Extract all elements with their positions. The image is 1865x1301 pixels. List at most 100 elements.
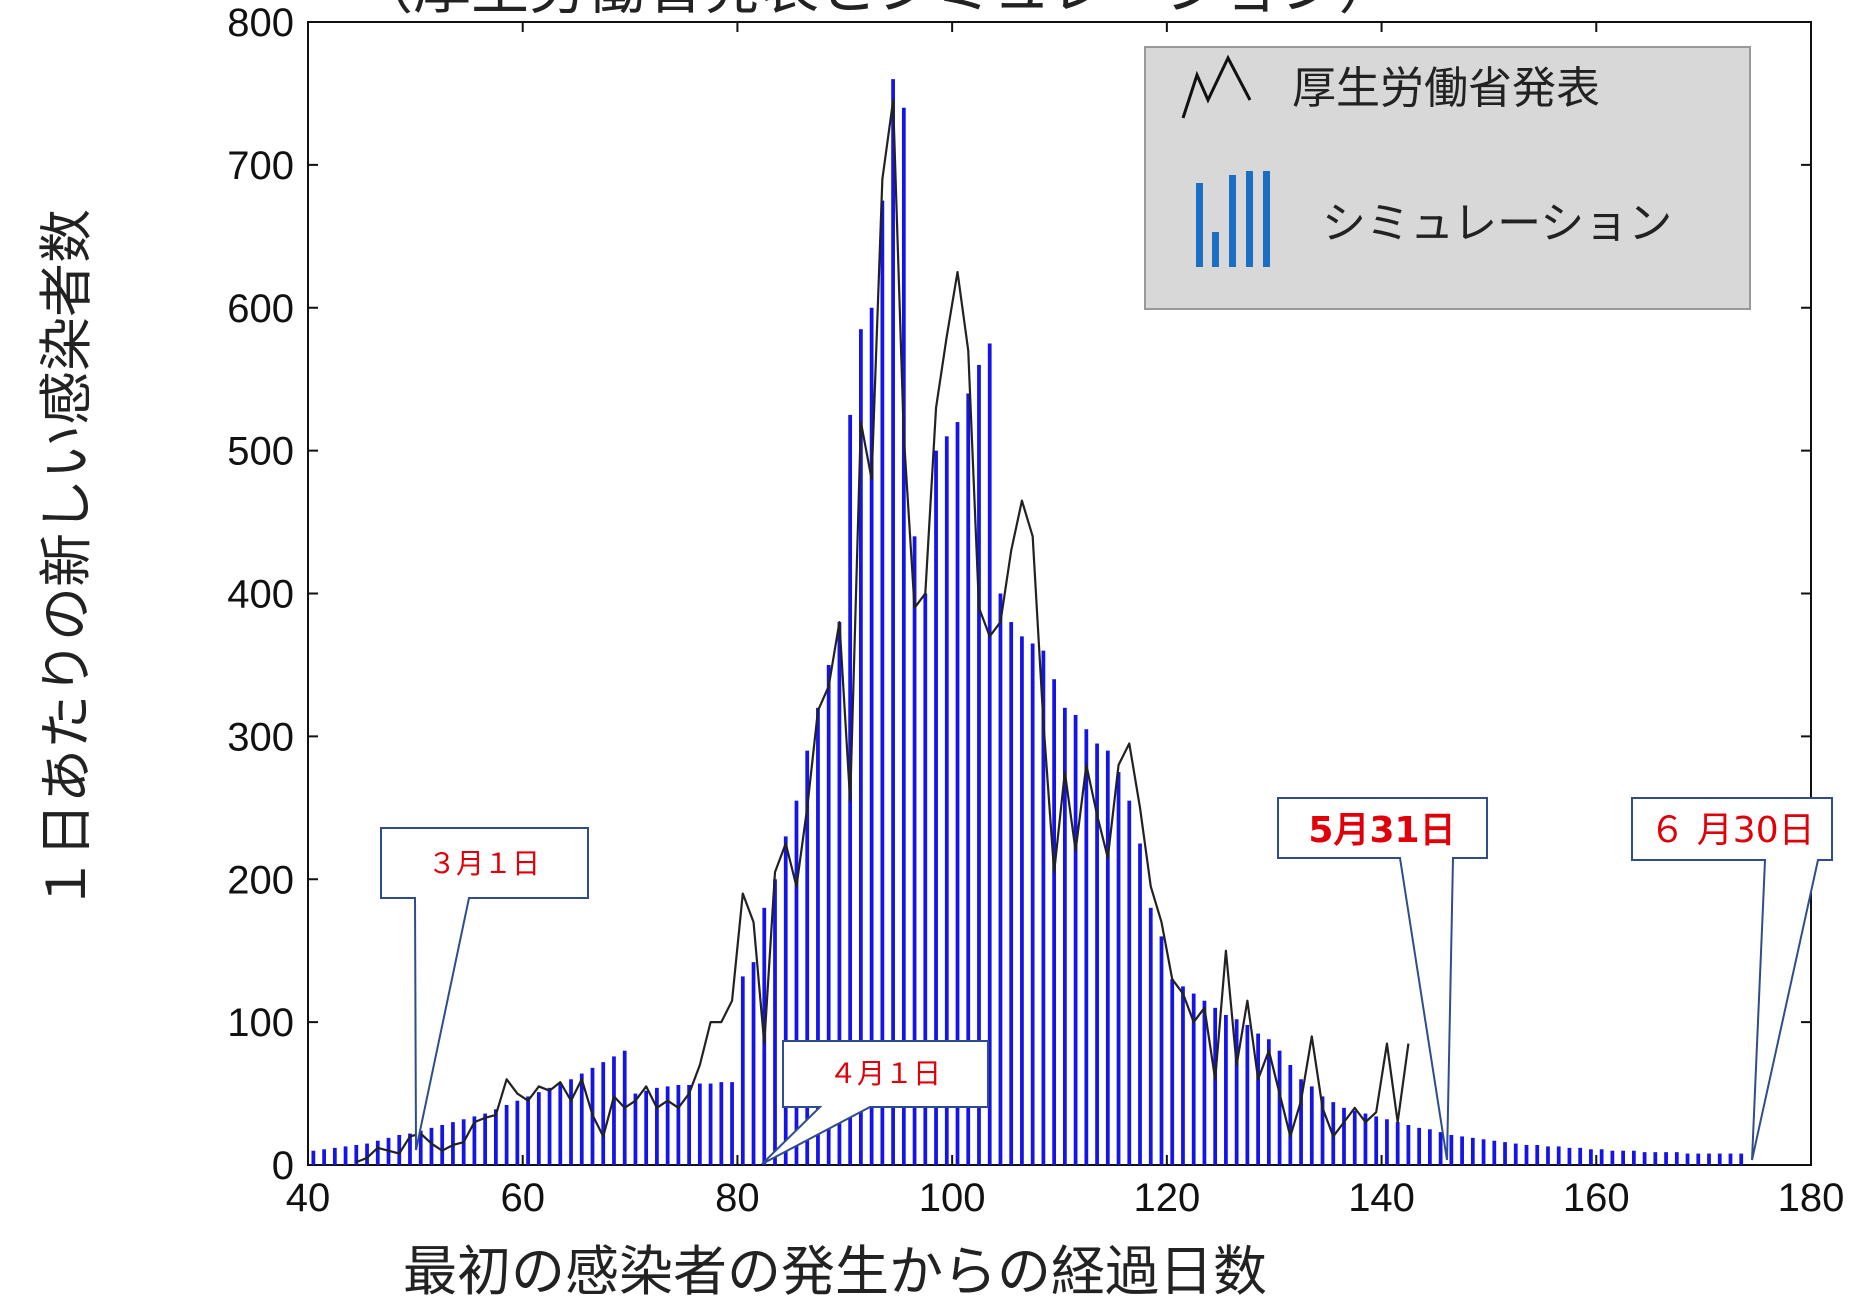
simulation-bar [1674, 1152, 1679, 1165]
legend-bars-marker [1196, 171, 1270, 267]
callout-apr1-shape [761, 1040, 989, 1165]
simulation-bar [1589, 1149, 1593, 1165]
simulation-bar [493, 1109, 498, 1165]
simulation-bar [526, 1096, 530, 1165]
simulation-bar [1213, 1007, 1218, 1165]
simulation-bar [1556, 1146, 1561, 1165]
simulation-bar [633, 1093, 638, 1165]
simulation-bar [644, 1090, 649, 1165]
simulation-bar [1406, 1124, 1411, 1165]
y-tick-label: 0 [272, 1144, 294, 1188]
simulation-bar [1234, 1019, 1239, 1165]
simulation-bar [665, 1086, 670, 1165]
simulation-bar [773, 879, 777, 1165]
simulation-bar [311, 1150, 316, 1165]
legend-label-simulation: シミュレーション [1322, 198, 1672, 249]
legend-label-reported: 厚生労働省発表 [1292, 63, 1600, 114]
simulation-bar [1428, 1129, 1432, 1165]
callout-jun30-shape [1631, 797, 1833, 1161]
y-tick-label: 700 [227, 144, 294, 188]
simulation-bar [322, 1149, 326, 1165]
simulation-bar [1417, 1127, 1422, 1165]
simulation-bar [1664, 1152, 1668, 1165]
simulation-bar [708, 1083, 713, 1165]
legend-bar-1 [1196, 183, 1203, 267]
simulation-bar [805, 750, 810, 1165]
simulation-bar [977, 364, 981, 1165]
simulation-bar [655, 1087, 659, 1165]
simulation-bar [1728, 1153, 1733, 1165]
simulation-bar [859, 329, 863, 1165]
y-tick-label: 100 [227, 1001, 294, 1045]
simulation-bar [354, 1144, 359, 1165]
simulation-bar [934, 450, 938, 1165]
chart-title-partial: （厚生労働省発表とシミュレーション） [355, 0, 1397, 22]
axis-ticks: 40 60 80 100 120 140 160 180 0 100 200 300 400 500 600… [227, 1, 1844, 1220]
simulation-bar [1224, 1014, 1228, 1165]
y-tick-label: 300 [227, 715, 294, 759]
simulation-bar [1513, 1143, 1518, 1165]
simulation-bar [504, 1104, 509, 1165]
simulation-bar [418, 1130, 423, 1165]
simulation-bar [558, 1083, 563, 1165]
simulation-bar [1191, 993, 1196, 1165]
simulation-bar [697, 1083, 702, 1165]
y-tick-label: 800 [227, 1, 294, 45]
simulation-bar [1256, 1033, 1260, 1165]
simulation-bar [1202, 1000, 1207, 1165]
simulation-bar [1299, 1079, 1303, 1165]
simulation-bar [1524, 1144, 1529, 1165]
simulation-bar [1052, 679, 1057, 1165]
simulation-bar [515, 1100, 520, 1165]
simulation-bar [1095, 743, 1099, 1165]
simulation-bar [332, 1147, 337, 1165]
callout-may31-shape [1277, 797, 1488, 1161]
simulation-bar [1138, 843, 1142, 1165]
callout-mar1-shape [380, 827, 589, 1151]
simulation-bar [1288, 1064, 1293, 1165]
simulation-bar [1460, 1136, 1464, 1165]
simulation-bar [987, 343, 992, 1165]
callout-apr1-text: ４月１日 [829, 1057, 941, 1090]
simulation-bar [1245, 1024, 1250, 1165]
simulation-bar [783, 836, 788, 1165]
simulation-bar [408, 1133, 412, 1165]
simulation-bar [901, 107, 906, 1166]
simulation-bar [837, 622, 842, 1165]
simulation-bar [880, 200, 885, 1165]
simulation-bar [601, 1062, 606, 1165]
simulation-bar [1470, 1137, 1475, 1165]
simulation-bar [429, 1127, 434, 1165]
simulation-bar [1610, 1150, 1615, 1165]
simulation-bar [1492, 1140, 1497, 1165]
simulation-bar [1116, 772, 1121, 1165]
simulation-bar [375, 1140, 380, 1165]
simulation-bar [1105, 750, 1110, 1165]
simulation-bar [612, 1056, 616, 1165]
y-tick-label: 500 [227, 430, 294, 474]
callout-may31: 5月31日 [1277, 797, 1488, 1161]
simulation-bar [1739, 1153, 1744, 1165]
simulation-bar [1352, 1110, 1357, 1165]
reported-line [355, 99, 1410, 1164]
simulation-bar [676, 1084, 681, 1165]
x-tick-label: 160 [1563, 1176, 1630, 1220]
simulation-bar [891, 79, 895, 1165]
simulation-bar [751, 962, 756, 1165]
simulation-bar [1020, 636, 1024, 1165]
simulation-bar [966, 393, 971, 1166]
x-tick-label: 180 [1778, 1176, 1845, 1220]
simulation-bar [1073, 714, 1078, 1165]
legend-bar-3 [1229, 175, 1236, 267]
x-tick-label: 80 [715, 1176, 760, 1220]
y-axis-title: １日あたりの新しい感染者数 [35, 209, 98, 911]
x-tick-label: 40 [286, 1176, 331, 1220]
simulation-bar [687, 1084, 691, 1165]
simulation-bar [547, 1087, 552, 1165]
legend-bar-2 [1212, 232, 1219, 267]
simulation-bar [472, 1116, 477, 1165]
simulation-bar [1148, 907, 1153, 1165]
x-tick-label: 100 [919, 1176, 986, 1220]
simulation-bar [1277, 1050, 1282, 1165]
